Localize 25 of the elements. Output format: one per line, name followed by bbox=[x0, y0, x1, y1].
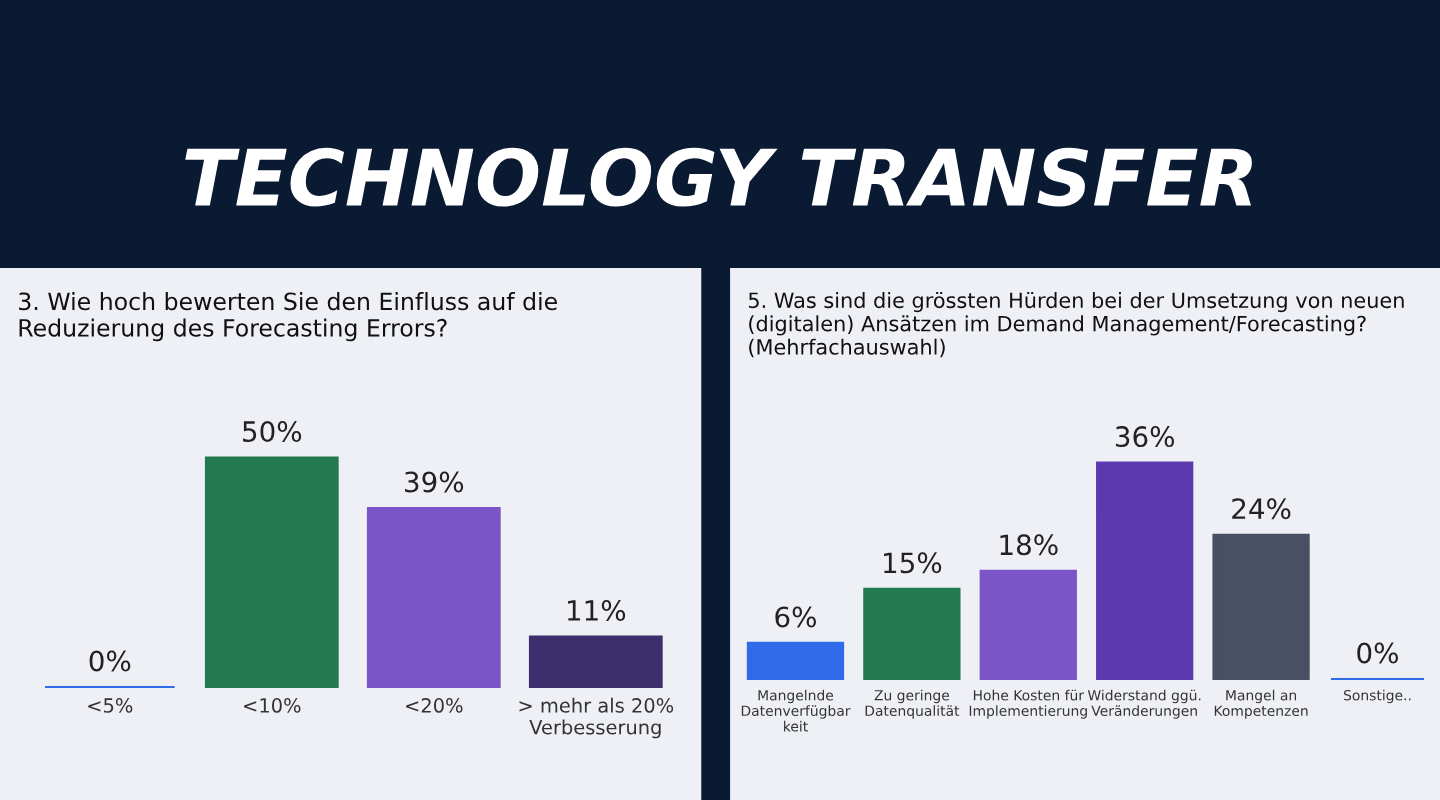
bar bbox=[1212, 533, 1310, 680]
text: TECHNOLOGY TRANSFER bbox=[185, 147, 1252, 207]
data-label: 39% bbox=[405, 471, 464, 493]
data-label: 15% bbox=[884, 552, 942, 574]
chart-title: 3. Wie hoch bewerten Sie den Einfluss auf die Reduzierung des Forecasting Errors? bbox=[19, 292, 557, 342]
bar bbox=[204, 456, 339, 688]
data-label: 18% bbox=[1000, 534, 1058, 556]
bar bbox=[979, 569, 1077, 680]
data-label: 6% bbox=[775, 606, 816, 628]
data-label: 50% bbox=[243, 420, 302, 442]
bar bbox=[746, 641, 845, 680]
data-label: 11% bbox=[567, 600, 626, 622]
bar bbox=[863, 587, 961, 680]
data-label: 24% bbox=[1232, 498, 1291, 520]
data-label: 0% bbox=[1357, 642, 1398, 664]
data-label: 36% bbox=[1115, 426, 1175, 448]
bar bbox=[528, 635, 663, 688]
chart-title: 5. Was sind die grössten Hürden bei der Umsetzung von neuen (digitalen) Ansätzen im Demand Management/Forecasting? (Mehrfachauswahl) bbox=[748, 292, 1404, 358]
x-tick-label: <20% bbox=[406, 698, 463, 713]
bar bbox=[366, 506, 501, 688]
x-tick-label: > mehr als 20% Verbesserung bbox=[519, 697, 674, 739]
x-tick-label: <10% bbox=[244, 698, 301, 713]
data-label: 0% bbox=[89, 650, 131, 672]
bar bbox=[1096, 461, 1194, 680]
x-tick-label: <5% bbox=[88, 698, 133, 713]
